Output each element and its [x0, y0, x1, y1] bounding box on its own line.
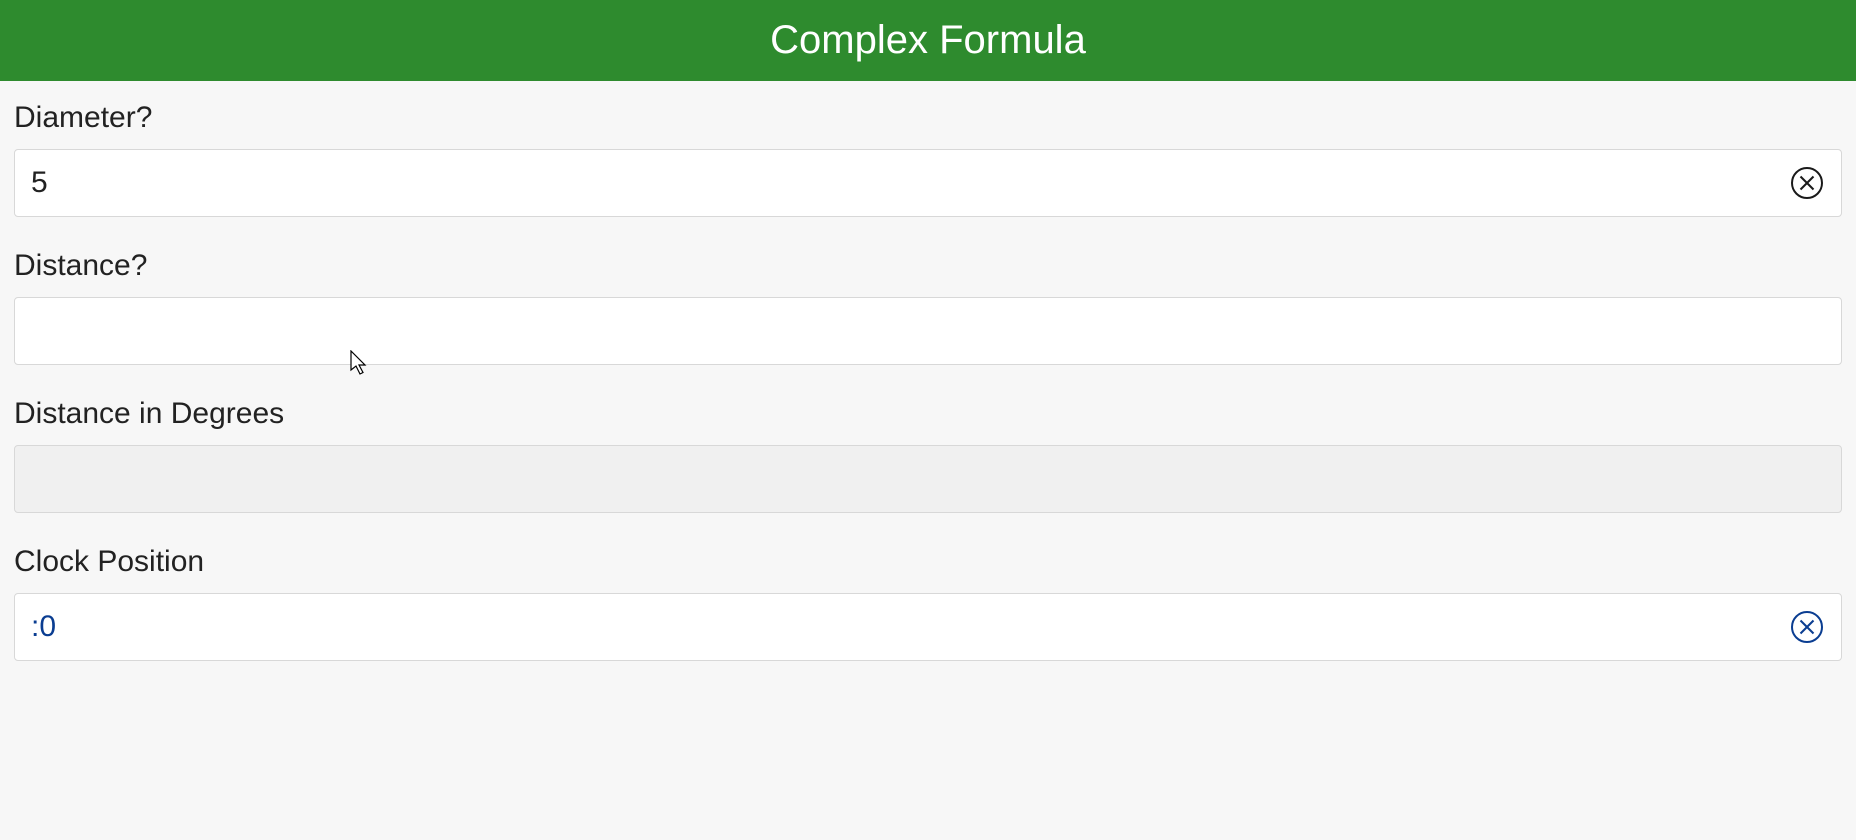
distance-label: Distance? [14, 249, 1842, 283]
clear-icon [1790, 166, 1824, 200]
diameter-input[interactable] [31, 166, 1789, 200]
page-header: Complex Formula [0, 0, 1856, 81]
clear-icon [1790, 610, 1824, 644]
form-container: Diameter? Distance? Distance in Degrees … [0, 81, 1856, 713]
degrees-input-wrapper [14, 445, 1842, 513]
form-group-degrees: Distance in Degrees [14, 397, 1842, 513]
form-group-distance: Distance? [14, 249, 1842, 365]
page-title: Complex Formula [770, 18, 1086, 62]
distance-input-wrapper [14, 297, 1842, 365]
clock-input-wrapper [14, 593, 1842, 661]
degrees-output [31, 462, 1825, 496]
diameter-input-wrapper [14, 149, 1842, 217]
clock-input[interactable] [31, 610, 1789, 644]
form-group-diameter: Diameter? [14, 101, 1842, 217]
clock-label: Clock Position [14, 545, 1842, 579]
distance-input[interactable] [31, 314, 1825, 348]
clock-clear-button[interactable] [1789, 609, 1825, 645]
degrees-label: Distance in Degrees [14, 397, 1842, 431]
diameter-clear-button[interactable] [1789, 165, 1825, 201]
form-group-clock: Clock Position [14, 545, 1842, 661]
diameter-label: Diameter? [14, 101, 1842, 135]
